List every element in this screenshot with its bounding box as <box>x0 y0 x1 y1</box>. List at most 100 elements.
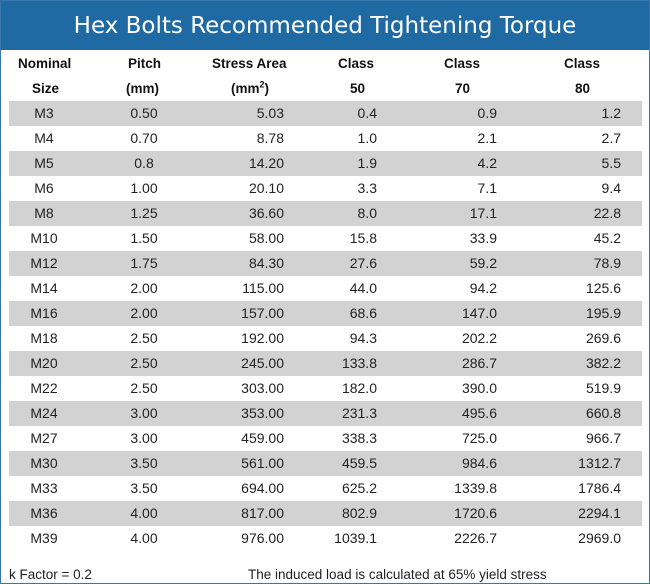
cell-c70: 94.2 <box>469 280 497 296</box>
cell-pitch: 1.50 <box>130 230 158 246</box>
cell-c80: 9.4 <box>601 180 621 196</box>
cell-area: 14.20 <box>248 155 284 171</box>
cell-c50: 625.2 <box>341 480 377 496</box>
cell-area: 245.00 <box>241 355 284 371</box>
cell-c80: 382.2 <box>585 355 621 371</box>
cell-c80: 1786.4 <box>578 480 621 496</box>
cell-c50: 15.8 <box>349 230 377 246</box>
header-pitch-unit: (mm) <box>126 81 159 96</box>
table-row: M39 4.00 976.00 1039.1 2226.7 2969.0 <box>9 526 642 551</box>
cell-c80: 22.8 <box>593 205 621 221</box>
cell-c70: 4.2 <box>477 155 497 171</box>
cell-c50: 0.4 <box>357 105 377 121</box>
header-stress-area-unit: (mm2) <box>231 79 270 96</box>
table-row: M3 0.50 5.03 0.4 0.9 1.2 <box>9 101 642 126</box>
cell-size: M33 <box>30 480 58 496</box>
cell-c70: 0.9 <box>477 105 497 121</box>
table-row: M30 3.50 561.00 459.5 984.6 1312.7 <box>9 451 642 476</box>
cell-c50: 1039.1 <box>334 530 377 546</box>
cell-c70: 2.1 <box>477 130 497 146</box>
table-row: M24 3.00 353.00 231.3 495.6 660.8 <box>9 401 642 426</box>
table-title: Hex Bolts Recommended Tightening Torque <box>1 1 649 50</box>
cell-area: 459.00 <box>241 430 284 446</box>
cell-c50: 27.6 <box>349 255 377 271</box>
cell-area: 192.00 <box>241 330 284 346</box>
cell-pitch: 3.50 <box>130 455 158 471</box>
cell-c80: 2294.1 <box>578 505 621 521</box>
cell-size: M6 <box>34 180 54 196</box>
k-factor-note: k Factor = 0.2 <box>9 567 92 582</box>
cell-c80: 1312.7 <box>578 455 621 471</box>
cell-size: M20 <box>30 355 58 371</box>
cell-c80: 519.9 <box>585 380 621 396</box>
cell-c50: 3.3 <box>357 180 377 196</box>
table-row: M27 3.00 459.00 338.3 725.0 966.7 <box>9 426 642 451</box>
cell-area: 353.00 <box>241 405 284 421</box>
cell-area: 157.00 <box>241 305 284 321</box>
cell-c50: 231.3 <box>341 405 377 421</box>
header-class-80: Class <box>564 56 601 71</box>
table-row: M12 1.75 84.30 27.6 59.2 78.9 <box>9 251 642 276</box>
cell-c80: 1.2 <box>601 105 621 121</box>
cell-c70: 1339.8 <box>454 480 497 496</box>
cell-area: 84.30 <box>248 255 284 271</box>
cell-pitch: 2.00 <box>130 305 158 321</box>
cell-pitch: 2.00 <box>130 280 158 296</box>
cell-area: 8.78 <box>256 130 284 146</box>
cell-area: 561.00 <box>241 455 284 471</box>
cell-c80: 5.5 <box>601 155 621 171</box>
cell-c70: 725.0 <box>461 430 497 446</box>
cell-pitch: 3.50 <box>130 480 158 496</box>
cell-size: M10 <box>30 230 58 246</box>
cell-pitch: 2.50 <box>130 330 158 346</box>
cell-area: 20.10 <box>248 180 284 196</box>
cell-size: M22 <box>30 380 58 396</box>
area-unit-close: ) <box>264 81 270 96</box>
header-class-70: Class <box>444 56 481 71</box>
induced-load-note: The induced load is calculated at 65% yi… <box>248 567 547 582</box>
cell-c70: 390.0 <box>461 380 497 396</box>
area-unit-text: (mm <box>231 81 260 96</box>
table-row: M5 0.8 14.20 1.9 4.2 5.5 <box>9 151 642 176</box>
cell-c50: 133.8 <box>341 355 377 371</box>
cell-c80: 78.9 <box>593 255 621 271</box>
cell-size: M30 <box>30 455 58 471</box>
table-row: M36 4.00 817.00 802.9 1720.6 2294.1 <box>9 501 642 526</box>
cell-area: 303.00 <box>241 380 284 396</box>
cell-area: 115.00 <box>242 280 284 296</box>
cell-c70: 17.1 <box>469 205 497 221</box>
cell-area: 5.03 <box>256 105 284 121</box>
cell-c80: 660.8 <box>585 405 621 421</box>
cell-c70: 286.7 <box>461 355 497 371</box>
cell-size: M14 <box>30 280 58 296</box>
cell-c50: 1.9 <box>357 155 377 171</box>
table-row: M8 1.25 36.60 8.0 17.1 22.8 <box>9 201 642 226</box>
cell-size: M18 <box>30 330 58 346</box>
cell-pitch: 4.00 <box>130 505 158 521</box>
cell-size: M5 <box>34 155 54 171</box>
table-row: M18 2.50 192.00 94.3 202.2 269.6 <box>9 326 642 351</box>
table-row: M14 2.00 115.00 44.0 94.2 125.6 <box>9 276 642 301</box>
cell-pitch: 1.25 <box>130 205 158 221</box>
cell-c50: 802.9 <box>341 505 377 521</box>
cell-c80: 2969.0 <box>578 530 621 546</box>
cell-c70: 33.9 <box>469 230 497 246</box>
table-row: M33 3.50 694.00 625.2 1339.8 1786.4 <box>9 476 642 501</box>
table-row: M10 1.50 58.00 15.8 33.9 45.2 <box>9 226 642 251</box>
area-unit-superscript: 2 <box>259 79 265 90</box>
cell-c70: 495.6 <box>461 405 497 421</box>
cell-size: M8 <box>34 205 54 221</box>
cell-c70: 147.0 <box>461 305 497 321</box>
cell-size: M12 <box>30 255 58 271</box>
cell-pitch: 0.50 <box>130 105 158 121</box>
cell-pitch: 0.8 <box>134 155 154 171</box>
header-class-70-value: 70 <box>455 81 471 96</box>
header-class-50: Class <box>338 56 375 71</box>
cell-area: 976.00 <box>241 530 284 546</box>
header-pitch: Pitch <box>128 56 162 71</box>
cell-size: M27 <box>30 430 58 446</box>
cell-pitch: 3.00 <box>130 430 158 446</box>
table-row: M20 2.50 245.00 133.8 286.7 382.2 <box>9 351 642 376</box>
cell-size: M4 <box>34 130 54 146</box>
